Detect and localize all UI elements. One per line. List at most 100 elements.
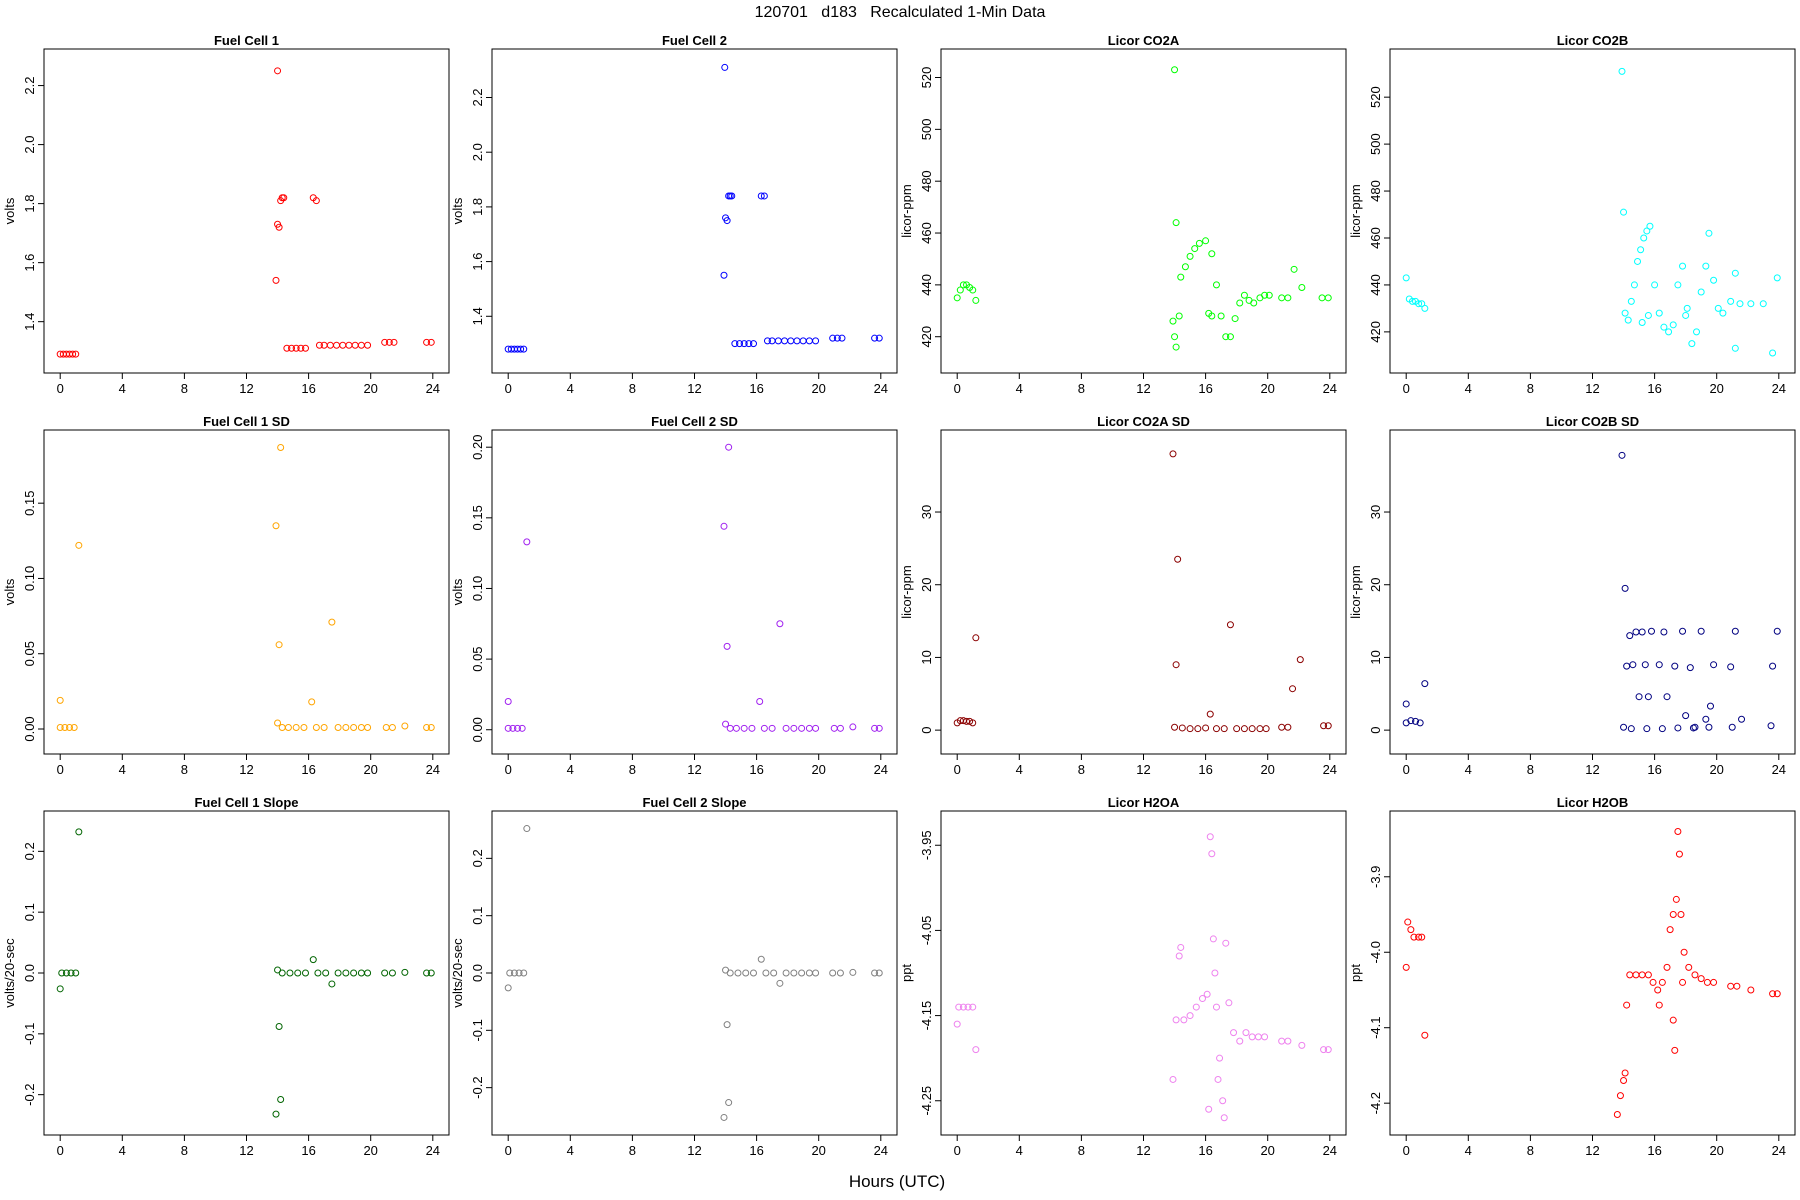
x-tick-label: 8 (1078, 381, 1085, 396)
x-tick-label: 12 (1136, 381, 1150, 396)
x-tick-label: 24 (1323, 762, 1337, 777)
y-tick-label: 480 (1368, 180, 1383, 202)
plot-frame (940, 429, 1347, 755)
data-point (725, 443, 733, 451)
data-point (1747, 300, 1755, 308)
data-point (1672, 895, 1680, 903)
data-point (1655, 661, 1663, 669)
data-point (401, 968, 409, 976)
x-tick-label: 4 (1465, 762, 1472, 777)
panel: Fuel Cell 2 volts 0 4 8 12 16 20 24 1.4 1.6 1.8 2.0 2… (450, 33, 898, 396)
data-point (1240, 725, 1248, 733)
data-point (518, 724, 526, 732)
data-point (1686, 664, 1694, 672)
data-point (1624, 316, 1632, 324)
data-point (964, 1003, 972, 1011)
data-point (1195, 239, 1203, 247)
data-point (1418, 300, 1426, 308)
data-point (1629, 661, 1637, 669)
x-tick-label: 24 (1772, 1143, 1786, 1158)
data-point (1296, 656, 1304, 664)
data-point (339, 341, 347, 349)
data-point (972, 296, 980, 304)
data-point (805, 337, 813, 345)
x-tick-label: 20 (1709, 381, 1723, 396)
y-tick-label: 30 (1368, 505, 1383, 519)
data-point (871, 334, 879, 342)
data-point (1206, 833, 1214, 841)
data-point (1613, 1110, 1621, 1118)
x-tick-label: 0 (1403, 381, 1410, 396)
data-point (1214, 1075, 1222, 1083)
data-point (1621, 309, 1629, 317)
data-point (781, 337, 789, 345)
plot-frame (43, 810, 450, 1136)
data-point (1702, 262, 1710, 270)
data-point (756, 697, 764, 705)
x-tick-label: 12 (1585, 381, 1599, 396)
data-point (388, 723, 396, 731)
panel: Licor H2OA ppt 0 4 8 12 16 20 24 -4.25 -4.15 -4.05 -… (899, 795, 1347, 1158)
data-point (1632, 628, 1640, 636)
data-point (722, 720, 730, 728)
y-axis-label: licor-ppm (899, 565, 914, 618)
y-axis-label: licor-ppm (1348, 565, 1363, 618)
x-tick-label: 16 (1198, 381, 1212, 396)
data-point (757, 955, 765, 963)
y-tick-label: 10 (919, 650, 934, 664)
data-point (72, 350, 80, 358)
data-point (1212, 725, 1220, 733)
data-point (1655, 309, 1663, 317)
data-point (280, 194, 288, 202)
data-point (1402, 700, 1410, 708)
data-point (294, 969, 302, 977)
data-point (731, 340, 739, 348)
data-point (812, 969, 820, 977)
data-point (1203, 990, 1211, 998)
data-point (1208, 250, 1216, 258)
data-point (1674, 724, 1682, 732)
x-tick-label: 24 (1323, 381, 1337, 396)
data-point (506, 969, 514, 977)
data-point (283, 344, 291, 352)
panel-title: Fuel Cell 1 Slope (194, 795, 298, 810)
data-point (1620, 208, 1628, 216)
data-point (1643, 725, 1651, 733)
data-point (523, 825, 531, 833)
y-tick-label: 1.4 (22, 313, 37, 331)
data-point (423, 969, 431, 977)
data-point (320, 723, 328, 731)
x-tick-label: 12 (239, 1143, 253, 1158)
data-point (1773, 274, 1781, 282)
data-point (514, 724, 522, 732)
x-tick-label: 24 (1323, 1143, 1337, 1158)
y-axis-label: volts (2, 197, 17, 224)
data-point (1621, 1069, 1629, 1077)
data-point (720, 271, 728, 279)
data-point (1769, 349, 1777, 357)
data-point (333, 341, 341, 349)
data-point (805, 969, 813, 977)
y-tick-label: 520 (919, 67, 934, 89)
data-point (69, 350, 77, 358)
data-point (1181, 263, 1189, 271)
y-tick-label: 0.1 (22, 903, 37, 921)
data-point (1202, 237, 1210, 245)
data-point (1646, 222, 1654, 230)
data-point (1186, 252, 1194, 260)
panel: Licor H2OB ppt 0 4 8 12 16 20 24 -4.2 -4.1 -4.0 -3.9 (1348, 795, 1796, 1158)
panel: Licor CO2A SD licor-ppm 0 4 8 12 16 20 24 0 10 20 30 (899, 414, 1347, 777)
y-tick-label: 500 (1368, 133, 1383, 155)
x-tick-label: 12 (239, 381, 253, 396)
x-tick-label: 8 (181, 1143, 188, 1158)
data-point (1172, 1016, 1180, 1024)
data-point (297, 344, 305, 352)
y-tick-label: -0.1 (22, 1023, 37, 1045)
data-point (745, 340, 753, 348)
x-tick-label: 0 (505, 762, 512, 777)
data-point (1421, 304, 1429, 312)
y-axis-label: ppt (899, 964, 914, 982)
data-point (782, 969, 790, 977)
x-tick-label: 16 (1647, 1143, 1661, 1158)
data-point (1643, 227, 1651, 235)
